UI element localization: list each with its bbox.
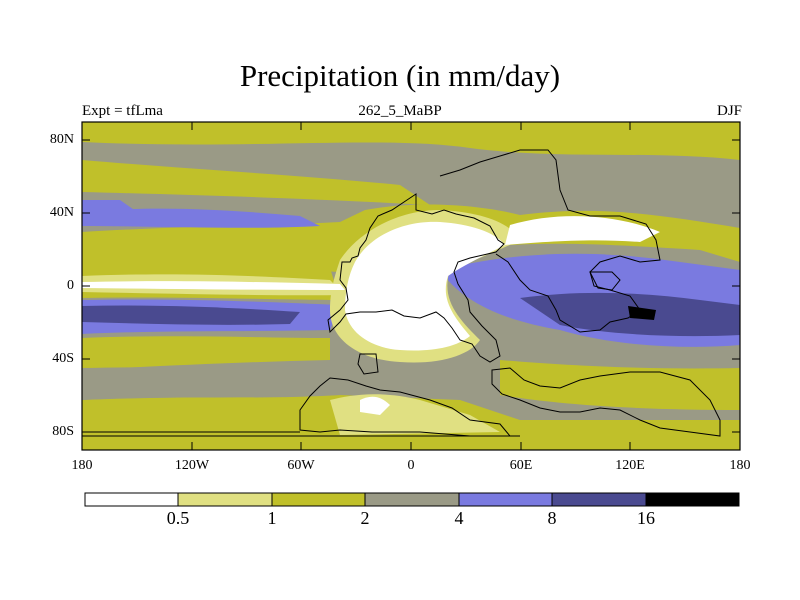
- lon-ticks: [81, 122, 741, 450]
- precipitation-field: [82, 122, 740, 450]
- lon-label-0: 0: [407, 458, 415, 473]
- lat-ticks: [82, 139, 740, 433]
- colorbar-label-8: 8: [547, 508, 557, 528]
- colorbar-label-16: 16: [637, 508, 655, 528]
- colorbar-label-4: 4: [454, 508, 464, 528]
- case-name-label: 262_5_MaBP: [358, 103, 442, 119]
- continent-outlines: [82, 149, 721, 437]
- colorbar-box-0: [84, 492, 179, 507]
- lon-label-60w: 60W: [287, 458, 315, 473]
- lat-label-40s: 40S: [52, 351, 74, 366]
- lat-label-80n: 80N: [49, 132, 74, 147]
- colorbar-box-6: [645, 492, 740, 507]
- lat-label-80s: 80S: [52, 424, 74, 439]
- lon-label-180e: 180: [729, 458, 751, 473]
- colorbar-label-2: 2: [360, 508, 370, 528]
- colorbar-box-5: [551, 492, 647, 507]
- colorbar-label-1: 1: [267, 508, 277, 528]
- colorbar-box-3: [364, 492, 460, 507]
- colorbar-label-0-5: 0.5: [166, 508, 190, 528]
- lon-label-120w: 120W: [174, 458, 210, 473]
- season-label: DJF: [716, 103, 742, 119]
- colorbar-box-2: [271, 492, 366, 507]
- map-title: Precipitation (in mm/day): [239, 58, 561, 93]
- lon-label-120e: 120E: [615, 458, 645, 473]
- lon-label-180w: 180: [71, 458, 93, 473]
- colorbar-box-4: [458, 492, 553, 507]
- colorbar-box-1: [177, 492, 273, 507]
- lat-label-0: 0: [67, 278, 74, 293]
- lat-label-40n: 40N: [49, 205, 74, 220]
- experiment-label: Expt = tfLma: [82, 103, 163, 119]
- lon-label-60e: 60E: [509, 458, 533, 473]
- colorbar: [84, 492, 740, 507]
